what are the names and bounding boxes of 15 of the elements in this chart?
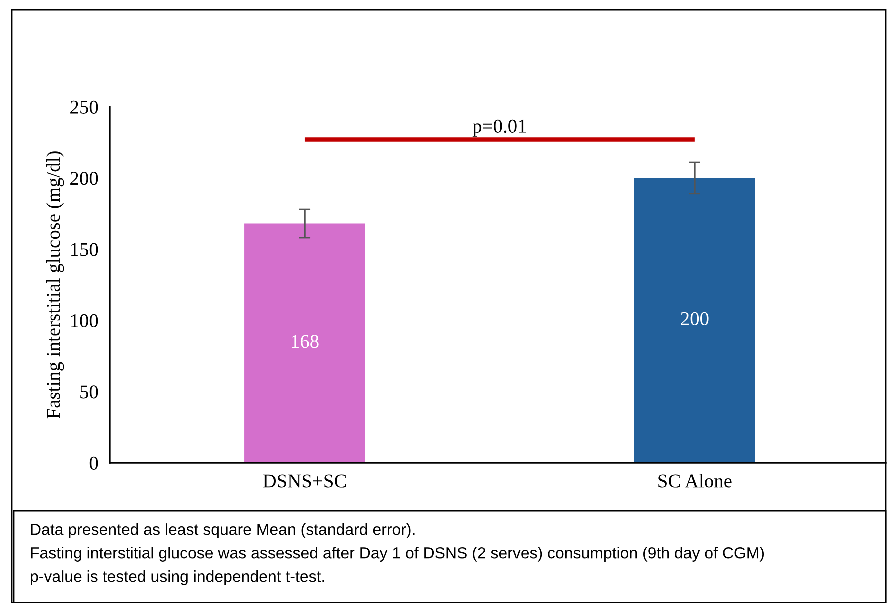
x-tick-label: SC Alone	[658, 474, 732, 488]
y-tick-label: 0	[90, 456, 98, 470]
data-label: 168	[292, 335, 319, 348]
y-axis-title: Fasting interstitial glucose (mg/dl)	[46, 152, 64, 419]
data-label: 200	[681, 312, 709, 326]
x-tick-label: DSNS+SC	[263, 474, 346, 488]
y-tick-label: 50	[80, 386, 98, 399]
y-tick-label: 200	[70, 172, 98, 186]
text: Fasting interstitial glucose was assessed after Day 1 of DSNS (2 serves) consumption (9th day of CGM)	[31, 547, 764, 562]
annotation: p=0.01	[472, 120, 526, 137]
y-tick-label: 250	[70, 100, 98, 114]
y-tick-label: 100	[71, 314, 98, 328]
text: Data presented as least square Mean (standard error).	[31, 524, 415, 538]
text: p-value is tested using independent t-test.	[31, 570, 324, 586]
y-tick-label: 150	[71, 243, 98, 256]
